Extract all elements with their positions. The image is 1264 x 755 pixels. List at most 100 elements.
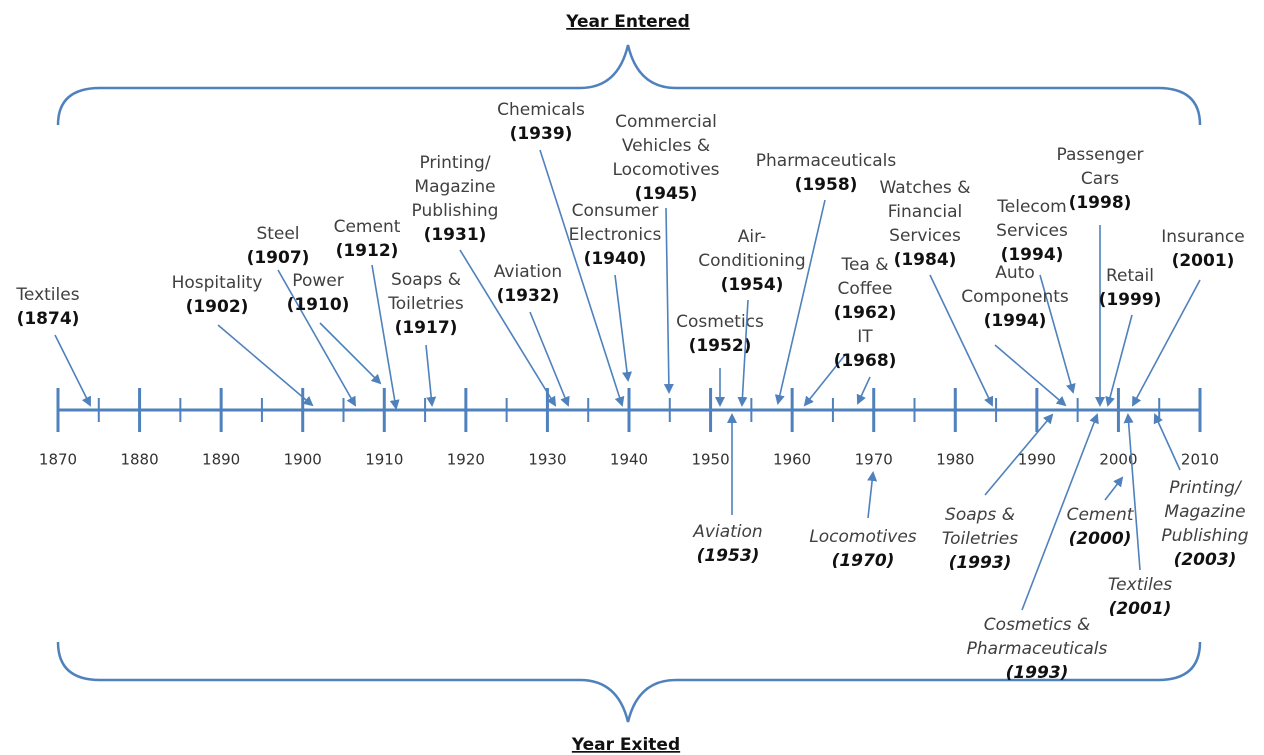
event-name: Locomotives (612, 160, 719, 180)
brace-bottom (56, 641, 1202, 723)
event-arrow (1123, 413, 1141, 571)
event-name: Steel (256, 224, 299, 244)
event-year: (1952) (689, 336, 752, 356)
event-name: Magazine (414, 177, 495, 197)
event-year: (2001) (1109, 599, 1172, 619)
event-name: Soaps & (945, 505, 1015, 525)
event-year: (1902) (186, 297, 249, 317)
event-arrow (1132, 279, 1201, 407)
event-arrow (614, 274, 632, 382)
event-year: (2003) (1174, 550, 1237, 570)
event-arrow (217, 324, 314, 407)
event-arrow (319, 322, 382, 385)
event-year: (2000) (1069, 529, 1132, 549)
event-name: Retail (1106, 266, 1154, 286)
event-name: Air- (738, 227, 766, 247)
event-name: Components (961, 287, 1069, 307)
event-year: (1954) (721, 275, 784, 295)
event-arrow (774, 199, 826, 405)
event-arrow (459, 249, 557, 407)
event-name: Coffee (838, 279, 893, 299)
event-arrow (371, 264, 400, 410)
event-name: Telecom (996, 197, 1066, 217)
tick-label: 2010 (1181, 451, 1219, 469)
brace-top (56, 44, 1202, 126)
event-name: Toiletries (387, 294, 464, 314)
event-year: (1994) (984, 311, 1047, 331)
event-name: Services (996, 221, 1068, 241)
event-name: Consumer (572, 201, 659, 221)
event-year: (1917) (395, 318, 458, 338)
event-arrow (539, 149, 625, 407)
event-arrow (1104, 476, 1124, 501)
event-name: Hospitality (172, 273, 263, 293)
tick-label: 1980 (936, 451, 974, 469)
event-arrow (529, 311, 570, 407)
tick-label: 1950 (691, 451, 729, 469)
event-name: IT (857, 327, 873, 347)
tick-label: 1990 (1018, 451, 1056, 469)
event-year: (1932) (497, 286, 560, 306)
event-year: (1874) (17, 309, 80, 329)
event-name: Cement (1067, 505, 1135, 525)
tick-label: 1920 (447, 451, 485, 469)
event-name: Textiles (1108, 575, 1172, 595)
event-arrow (1153, 413, 1181, 471)
title-entered: Year Entered (565, 12, 690, 32)
event-year: (1953) (697, 546, 760, 566)
event-year: (1939) (510, 124, 573, 144)
event-name: Publishing (412, 201, 499, 221)
event-year: (1970) (832, 551, 895, 571)
event-arrow (984, 413, 1054, 496)
event-name: Printing/ (1169, 478, 1243, 498)
event-year: (1993) (949, 553, 1012, 573)
event-year: (1994) (1001, 245, 1064, 265)
tick-label: 1890 (202, 451, 240, 469)
event-name: Printing/ (419, 153, 490, 173)
title-exited: Year Exited (571, 735, 680, 755)
event-year: (1958) (795, 175, 858, 195)
event-name: Cars (1081, 169, 1119, 189)
event-arrow (1105, 314, 1133, 407)
event-name: Magazine (1164, 502, 1245, 522)
event-arrow (663, 207, 674, 394)
event-arrow (54, 334, 91, 407)
event-name: Insurance (1161, 227, 1244, 247)
tick-label: 1930 (528, 451, 566, 469)
event-year: (1998) (1069, 193, 1132, 213)
event-arrow (737, 299, 749, 407)
tick-label: 1880 (120, 451, 158, 469)
event-name: Aviation (494, 262, 562, 282)
event-year: (1984) (894, 250, 957, 270)
tick-label: 1900 (284, 451, 322, 469)
event-arrow (803, 354, 846, 407)
event-year: (1999) (1099, 290, 1162, 310)
event-name: Vehicles & (622, 136, 710, 156)
event-name: Tea & (840, 255, 888, 275)
event-arrow (867, 471, 878, 519)
tick-label: 1940 (610, 451, 648, 469)
event-name: Cement (334, 217, 401, 237)
event-year: (1962) (834, 303, 897, 323)
event-name: Conditioning (698, 251, 805, 271)
tick-label: 1960 (773, 451, 811, 469)
event-arrow (929, 274, 994, 407)
event-year: (1993) (1006, 663, 1069, 683)
event-year: (2001) (1172, 251, 1235, 271)
tick-label: 1970 (855, 451, 893, 469)
event-name: Publishing (1161, 526, 1248, 546)
event-arrow (994, 344, 1067, 407)
event-name: Watches & (880, 178, 971, 198)
event-name: Textiles (15, 285, 79, 305)
event-year: (1945) (635, 184, 698, 204)
event-name: Passenger (1056, 145, 1143, 165)
event-arrow (856, 376, 871, 405)
event-year: (1912) (336, 241, 399, 261)
event-arrow (425, 344, 437, 407)
event-year: (1907) (247, 248, 310, 268)
event-arrow (1039, 274, 1076, 394)
event-arrow (1021, 413, 1099, 611)
event-name: Pharmaceuticals (756, 151, 897, 171)
tick-label: 2000 (1099, 451, 1137, 469)
